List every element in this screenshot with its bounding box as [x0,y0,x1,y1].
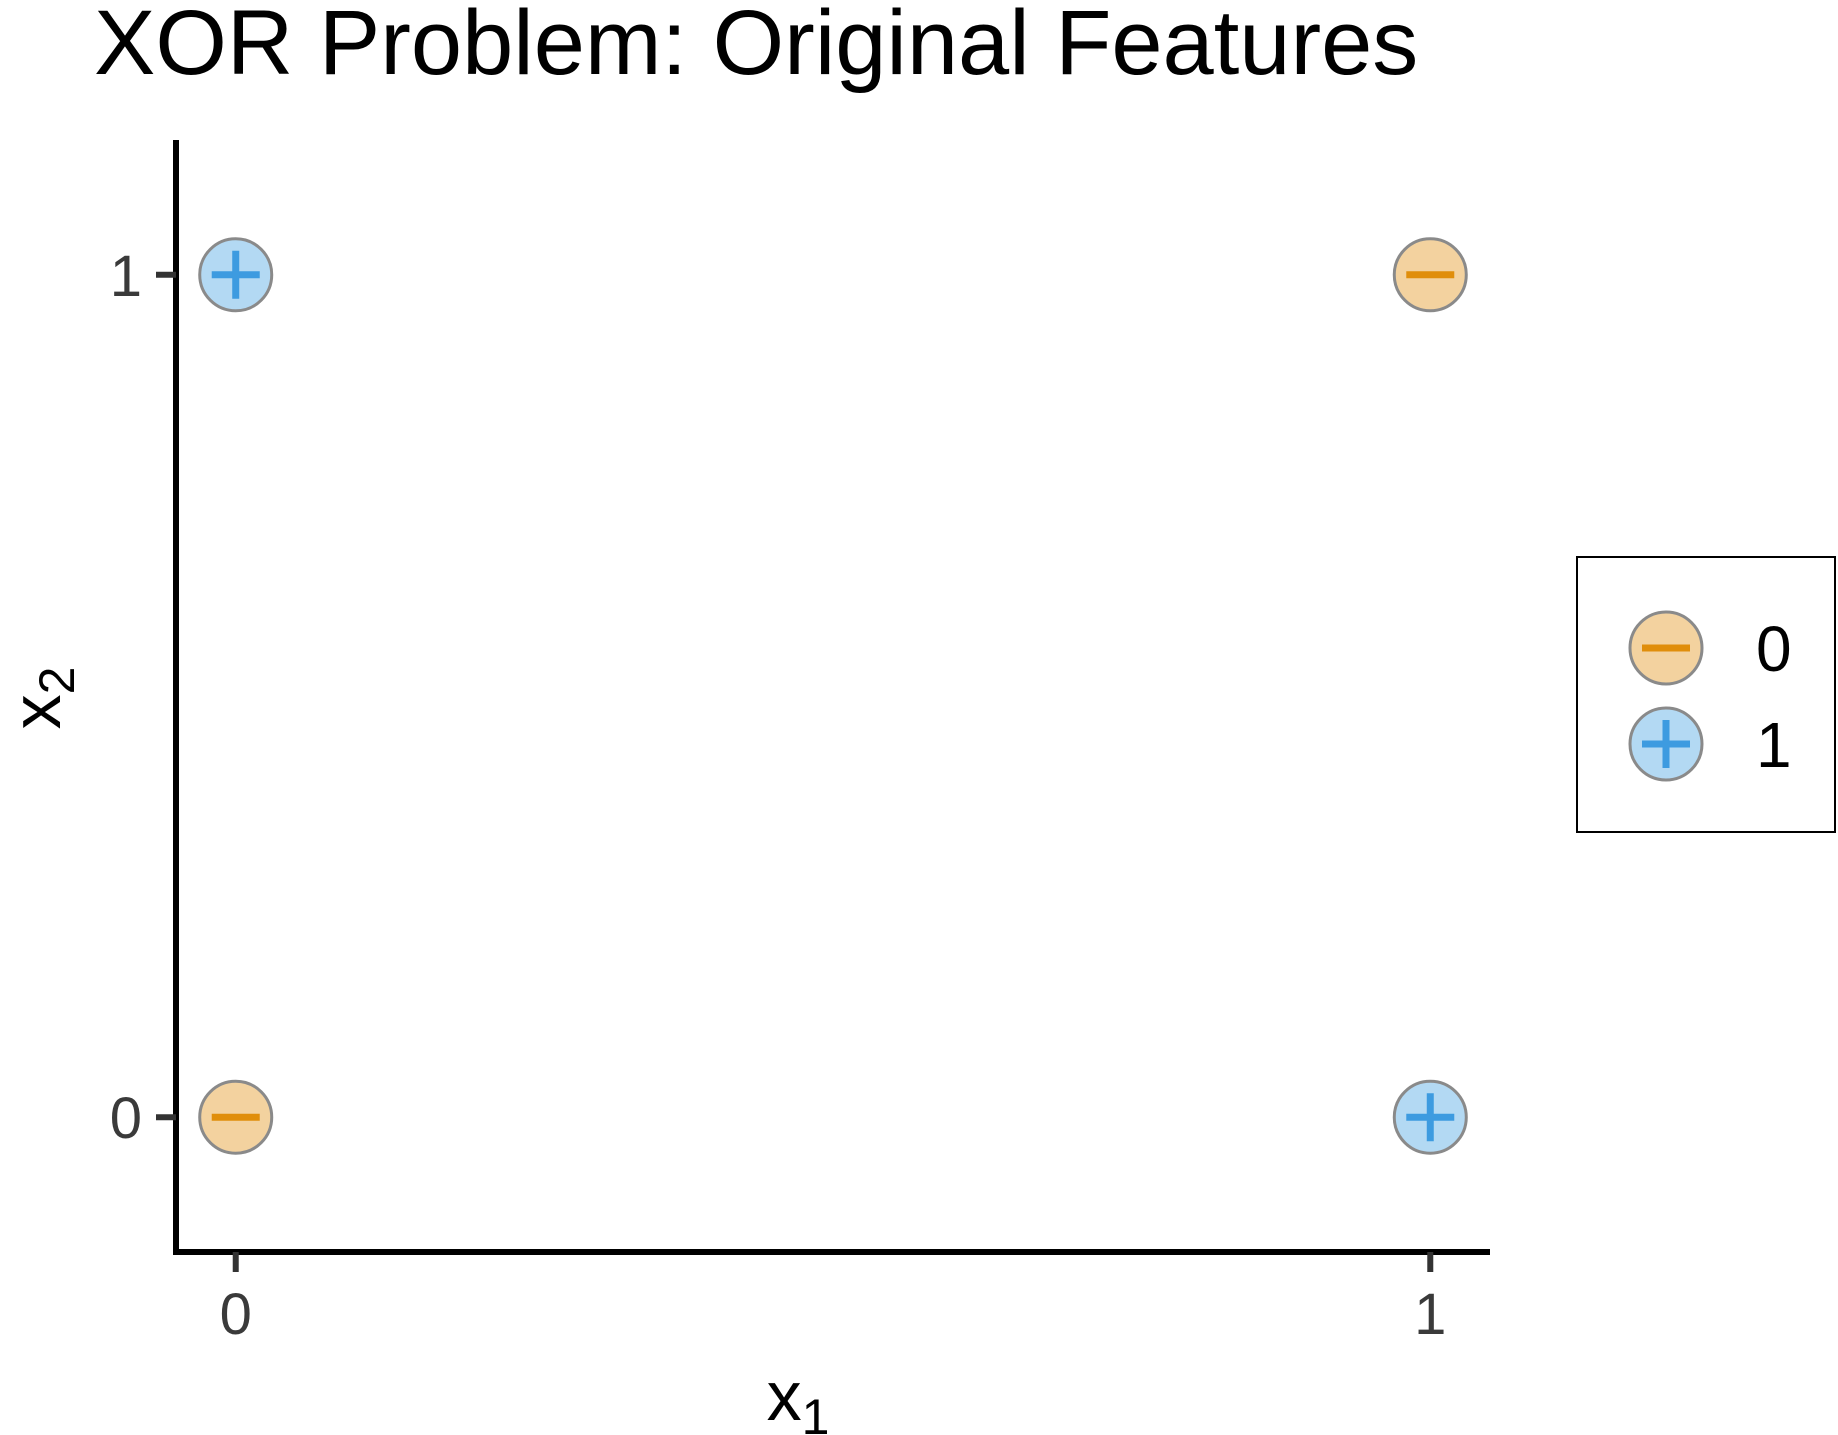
x-tick-label-0: 0 [220,1282,252,1347]
x-axis-title-main: x [767,1357,802,1435]
legend-key-0 [1628,610,1704,686]
legend-label-1: 1 [1756,709,1792,781]
legend-box [1576,556,1836,833]
legend: 01 [1576,556,1836,833]
y-axis-title: x2 [0,667,85,730]
x-axis-title: x1 [767,1357,830,1435]
point-class-1-at-1-0 [1392,1079,1468,1155]
data-points [198,237,1468,1155]
y-axis-title-main: x [0,694,75,729]
axes: 0 1 0 1 [110,140,1490,1347]
x-tick-label-1: 1 [1414,1282,1446,1347]
legend-label-0: 0 [1756,613,1792,685]
y-tick-label-1: 1 [110,244,142,309]
legend-key-1 [1628,706,1704,782]
y-tick-label-0: 0 [110,1086,142,1151]
point-class-0-at-0-0 [198,1079,274,1155]
x-axis-title-subscript: 1 [802,1389,830,1435]
point-class-0-at-1-1 [1392,237,1468,313]
y-axis-title-subscript: 2 [29,667,85,695]
chart-title: XOR Problem: Original Features [94,0,1418,94]
point-class-1-at-0-1 [198,237,274,313]
